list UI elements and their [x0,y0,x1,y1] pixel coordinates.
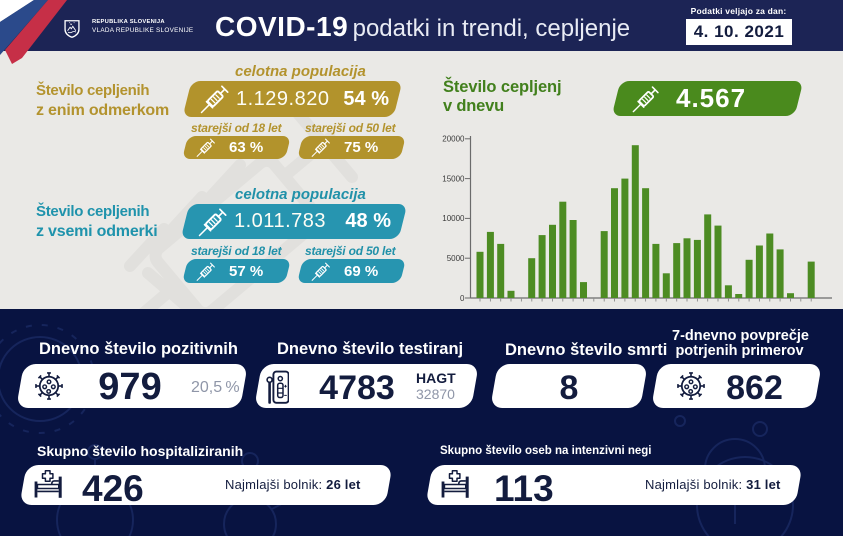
svg-text:20000: 20000 [442,135,465,144]
svg-text:0: 0 [460,294,465,303]
svg-text:10000: 10000 [442,214,465,223]
svg-text:5000: 5000 [447,254,465,263]
svg-text:15000: 15000 [442,174,465,183]
